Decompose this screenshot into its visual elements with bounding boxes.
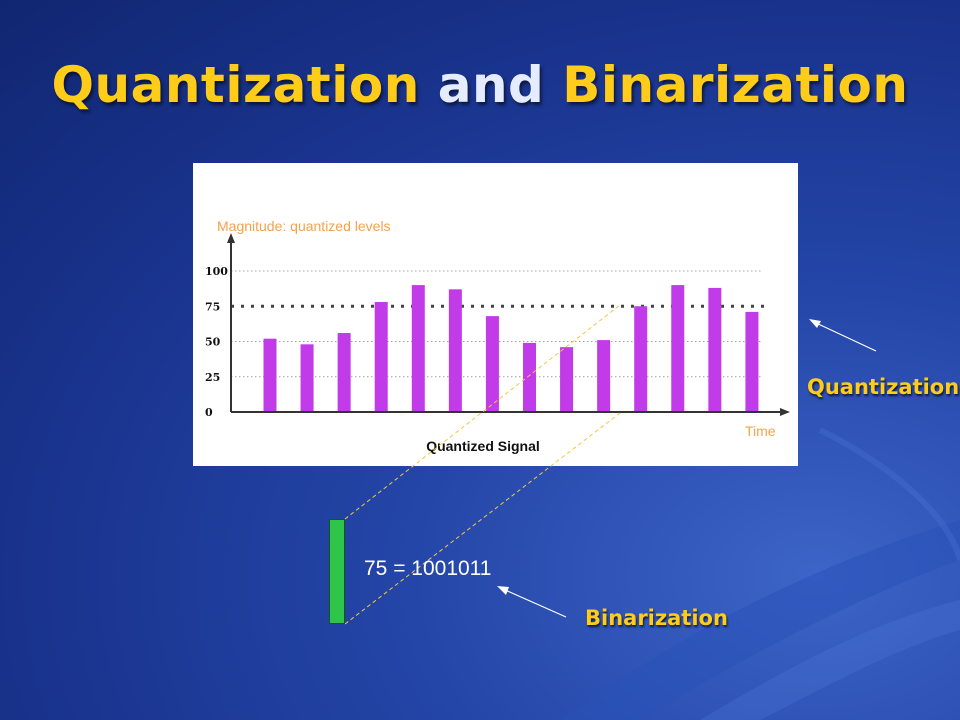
chart-canvas: Magnitude: quantized levels Time Quantiz…	[205, 218, 790, 454]
chart-caption: Quantized Signal	[426, 438, 540, 454]
x-axis-arrowhead	[780, 408, 790, 416]
title-word-quantization: Quantization	[51, 56, 420, 114]
binarization-label: Binarization	[585, 606, 728, 630]
title-word-binarization: Binarization	[562, 56, 909, 114]
bar-6	[448, 289, 462, 412]
bar-11	[634, 306, 648, 412]
bar-10	[597, 340, 611, 412]
y-axis-label: Magnitude: quantized levels	[217, 218, 391, 234]
x-axis-label: Time	[745, 423, 776, 439]
title-word-and: and	[437, 56, 545, 114]
quantization-label: Quantization	[807, 375, 960, 399]
bar-12	[671, 285, 685, 412]
bar-3	[337, 333, 351, 412]
bar-2	[300, 344, 314, 412]
bar-13	[708, 287, 722, 412]
bar-8	[523, 342, 536, 412]
bar-4	[374, 302, 388, 412]
bar-1	[263, 338, 277, 412]
binary-equation: 75 = 1001011	[364, 557, 492, 580]
slide-title: Quantization and Binarization	[0, 56, 960, 114]
y-tick-label-0: 0	[205, 406, 213, 419]
y-tick-label-100: 100	[205, 265, 228, 278]
y-tick-label-25: 25	[205, 371, 220, 384]
bar-14	[745, 311, 759, 412]
y-axis-arrowhead	[227, 233, 235, 243]
y-tick-label-75: 75	[205, 300, 220, 313]
bar-7	[485, 316, 499, 412]
binary-code-bar	[329, 519, 345, 624]
quantized-signal-chart: Magnitude: quantized levels Time Quantiz…	[193, 163, 798, 466]
y-tick-label-50: 50	[205, 336, 221, 349]
bar-5	[411, 285, 425, 412]
bar-9	[560, 347, 574, 412]
